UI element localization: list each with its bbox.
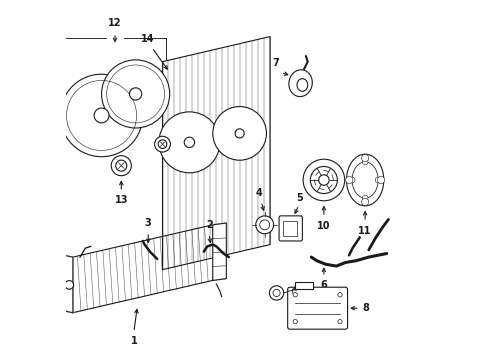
Circle shape xyxy=(94,108,109,123)
Ellipse shape xyxy=(352,162,378,198)
Ellipse shape xyxy=(289,70,312,96)
Circle shape xyxy=(293,293,297,297)
Circle shape xyxy=(303,159,344,201)
Text: 3: 3 xyxy=(145,219,151,228)
Circle shape xyxy=(65,280,74,289)
Circle shape xyxy=(362,159,368,165)
Circle shape xyxy=(375,177,381,183)
Circle shape xyxy=(260,220,270,230)
Text: 5: 5 xyxy=(296,193,303,203)
Text: 2: 2 xyxy=(206,220,213,230)
Polygon shape xyxy=(64,255,73,313)
Bar xyxy=(295,282,313,289)
FancyBboxPatch shape xyxy=(288,287,347,329)
Circle shape xyxy=(362,154,368,162)
Circle shape xyxy=(159,112,220,173)
Text: 14: 14 xyxy=(142,34,155,44)
FancyBboxPatch shape xyxy=(279,216,302,241)
Text: 6: 6 xyxy=(320,280,327,290)
Circle shape xyxy=(349,177,355,183)
Text: 9: 9 xyxy=(301,282,308,292)
Text: 7: 7 xyxy=(272,58,279,68)
Text: 11: 11 xyxy=(358,226,372,235)
Text: 13: 13 xyxy=(115,195,128,206)
Bar xyxy=(283,221,297,236)
Circle shape xyxy=(362,195,368,201)
Text: 4: 4 xyxy=(256,188,263,198)
Circle shape xyxy=(377,176,385,184)
Circle shape xyxy=(184,137,195,148)
Text: 10: 10 xyxy=(317,221,331,230)
Text: 12: 12 xyxy=(108,18,122,28)
Text: 8: 8 xyxy=(362,303,369,313)
Circle shape xyxy=(270,286,284,300)
Polygon shape xyxy=(213,223,226,280)
Circle shape xyxy=(362,198,368,206)
Circle shape xyxy=(158,140,167,148)
Circle shape xyxy=(129,88,142,100)
Circle shape xyxy=(235,129,244,138)
Circle shape xyxy=(116,160,127,171)
Circle shape xyxy=(318,175,329,185)
Circle shape xyxy=(338,319,342,324)
Circle shape xyxy=(155,136,171,152)
Text: 1: 1 xyxy=(130,336,137,346)
Circle shape xyxy=(338,293,342,297)
Ellipse shape xyxy=(346,154,384,206)
Circle shape xyxy=(273,289,280,297)
Circle shape xyxy=(111,156,131,176)
Circle shape xyxy=(101,60,170,128)
Circle shape xyxy=(60,74,143,157)
Circle shape xyxy=(293,319,297,324)
Ellipse shape xyxy=(297,79,308,91)
Circle shape xyxy=(256,216,274,234)
Circle shape xyxy=(310,166,338,194)
Circle shape xyxy=(213,107,267,160)
Circle shape xyxy=(346,176,353,184)
